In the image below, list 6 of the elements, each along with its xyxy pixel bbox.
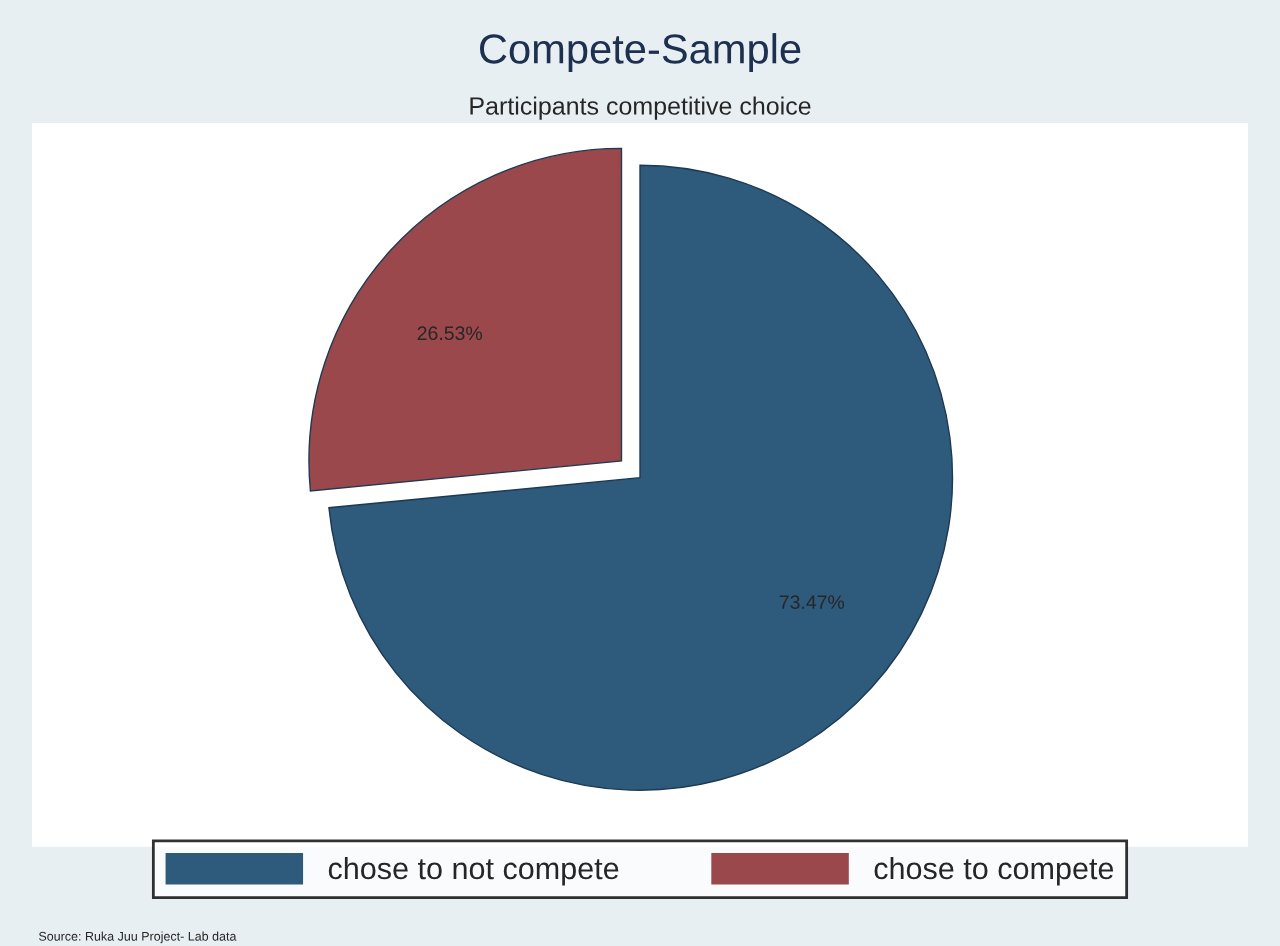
data-label: 73.47% [779, 595, 845, 610]
legend-label: chose to not compete [328, 856, 619, 886]
data-label: 26.53% [417, 326, 482, 341]
chart-subtitle: Participants competitive choice [470, 96, 811, 120]
legend-label: chose to compete [874, 856, 1114, 886]
chart-title: Compete-Sample [480, 33, 801, 72]
